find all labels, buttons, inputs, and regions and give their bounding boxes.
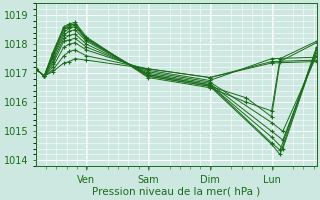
X-axis label: Pression niveau de la mer( hPa ): Pression niveau de la mer( hPa ) — [92, 187, 260, 197]
